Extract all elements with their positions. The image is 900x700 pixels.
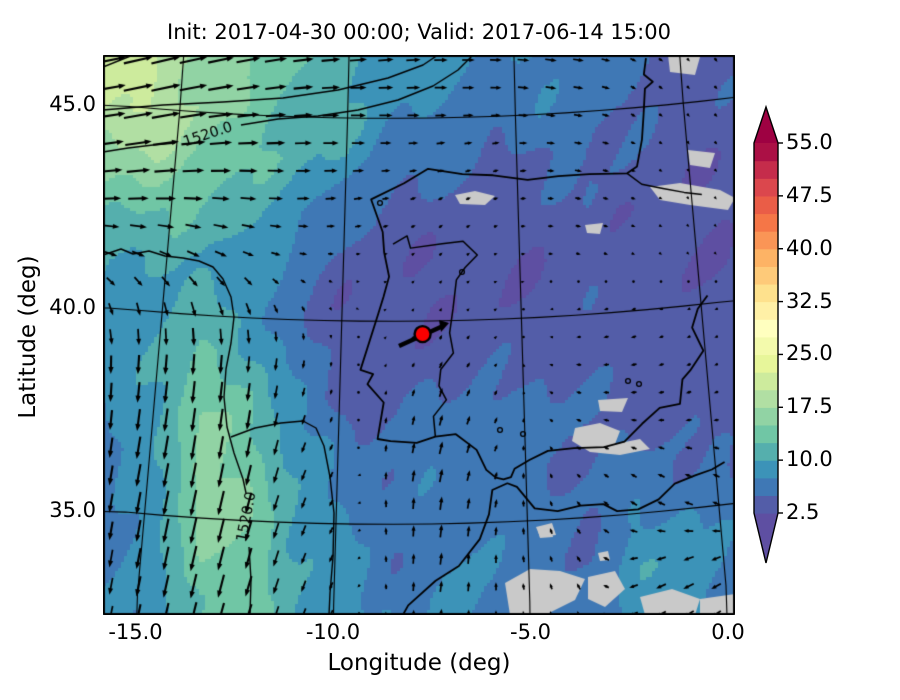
colorbar [753, 104, 783, 564]
colorbar-tick-label: 25.0 [786, 341, 833, 366]
colorbar-tick-label: 40.0 [786, 235, 833, 260]
x-tick-label: -10.0 [305, 620, 361, 644]
colorbar-tick-label: 10.0 [786, 447, 833, 472]
colorbar-tick-label: 2.5 [786, 500, 820, 524]
colorbar-tick-label: 17.5 [786, 394, 833, 419]
y-tick-label: 40.0 [49, 295, 96, 319]
x-axis-label: Longitude (deg) [327, 650, 511, 676]
wind-map-canvas [103, 55, 735, 615]
colorbar-tick-label: 32.5 [786, 288, 833, 313]
y-tick-label: 35.0 [49, 498, 96, 522]
colorbar-tick-label: 47.5 [786, 182, 833, 207]
x-tick-label: 0.0 [711, 620, 745, 644]
x-tick-label: -15.0 [108, 620, 163, 644]
y-tick-label: 45.0 [49, 92, 96, 116]
colorbar-tick-label: 55.0 [786, 130, 833, 154]
y-axis-label: Latitude (deg) [15, 255, 41, 419]
plot-title: Init: 2017-04-30 00:00; Valid: 2017-06-1… [167, 20, 671, 44]
x-tick-label: -5.0 [510, 620, 551, 644]
